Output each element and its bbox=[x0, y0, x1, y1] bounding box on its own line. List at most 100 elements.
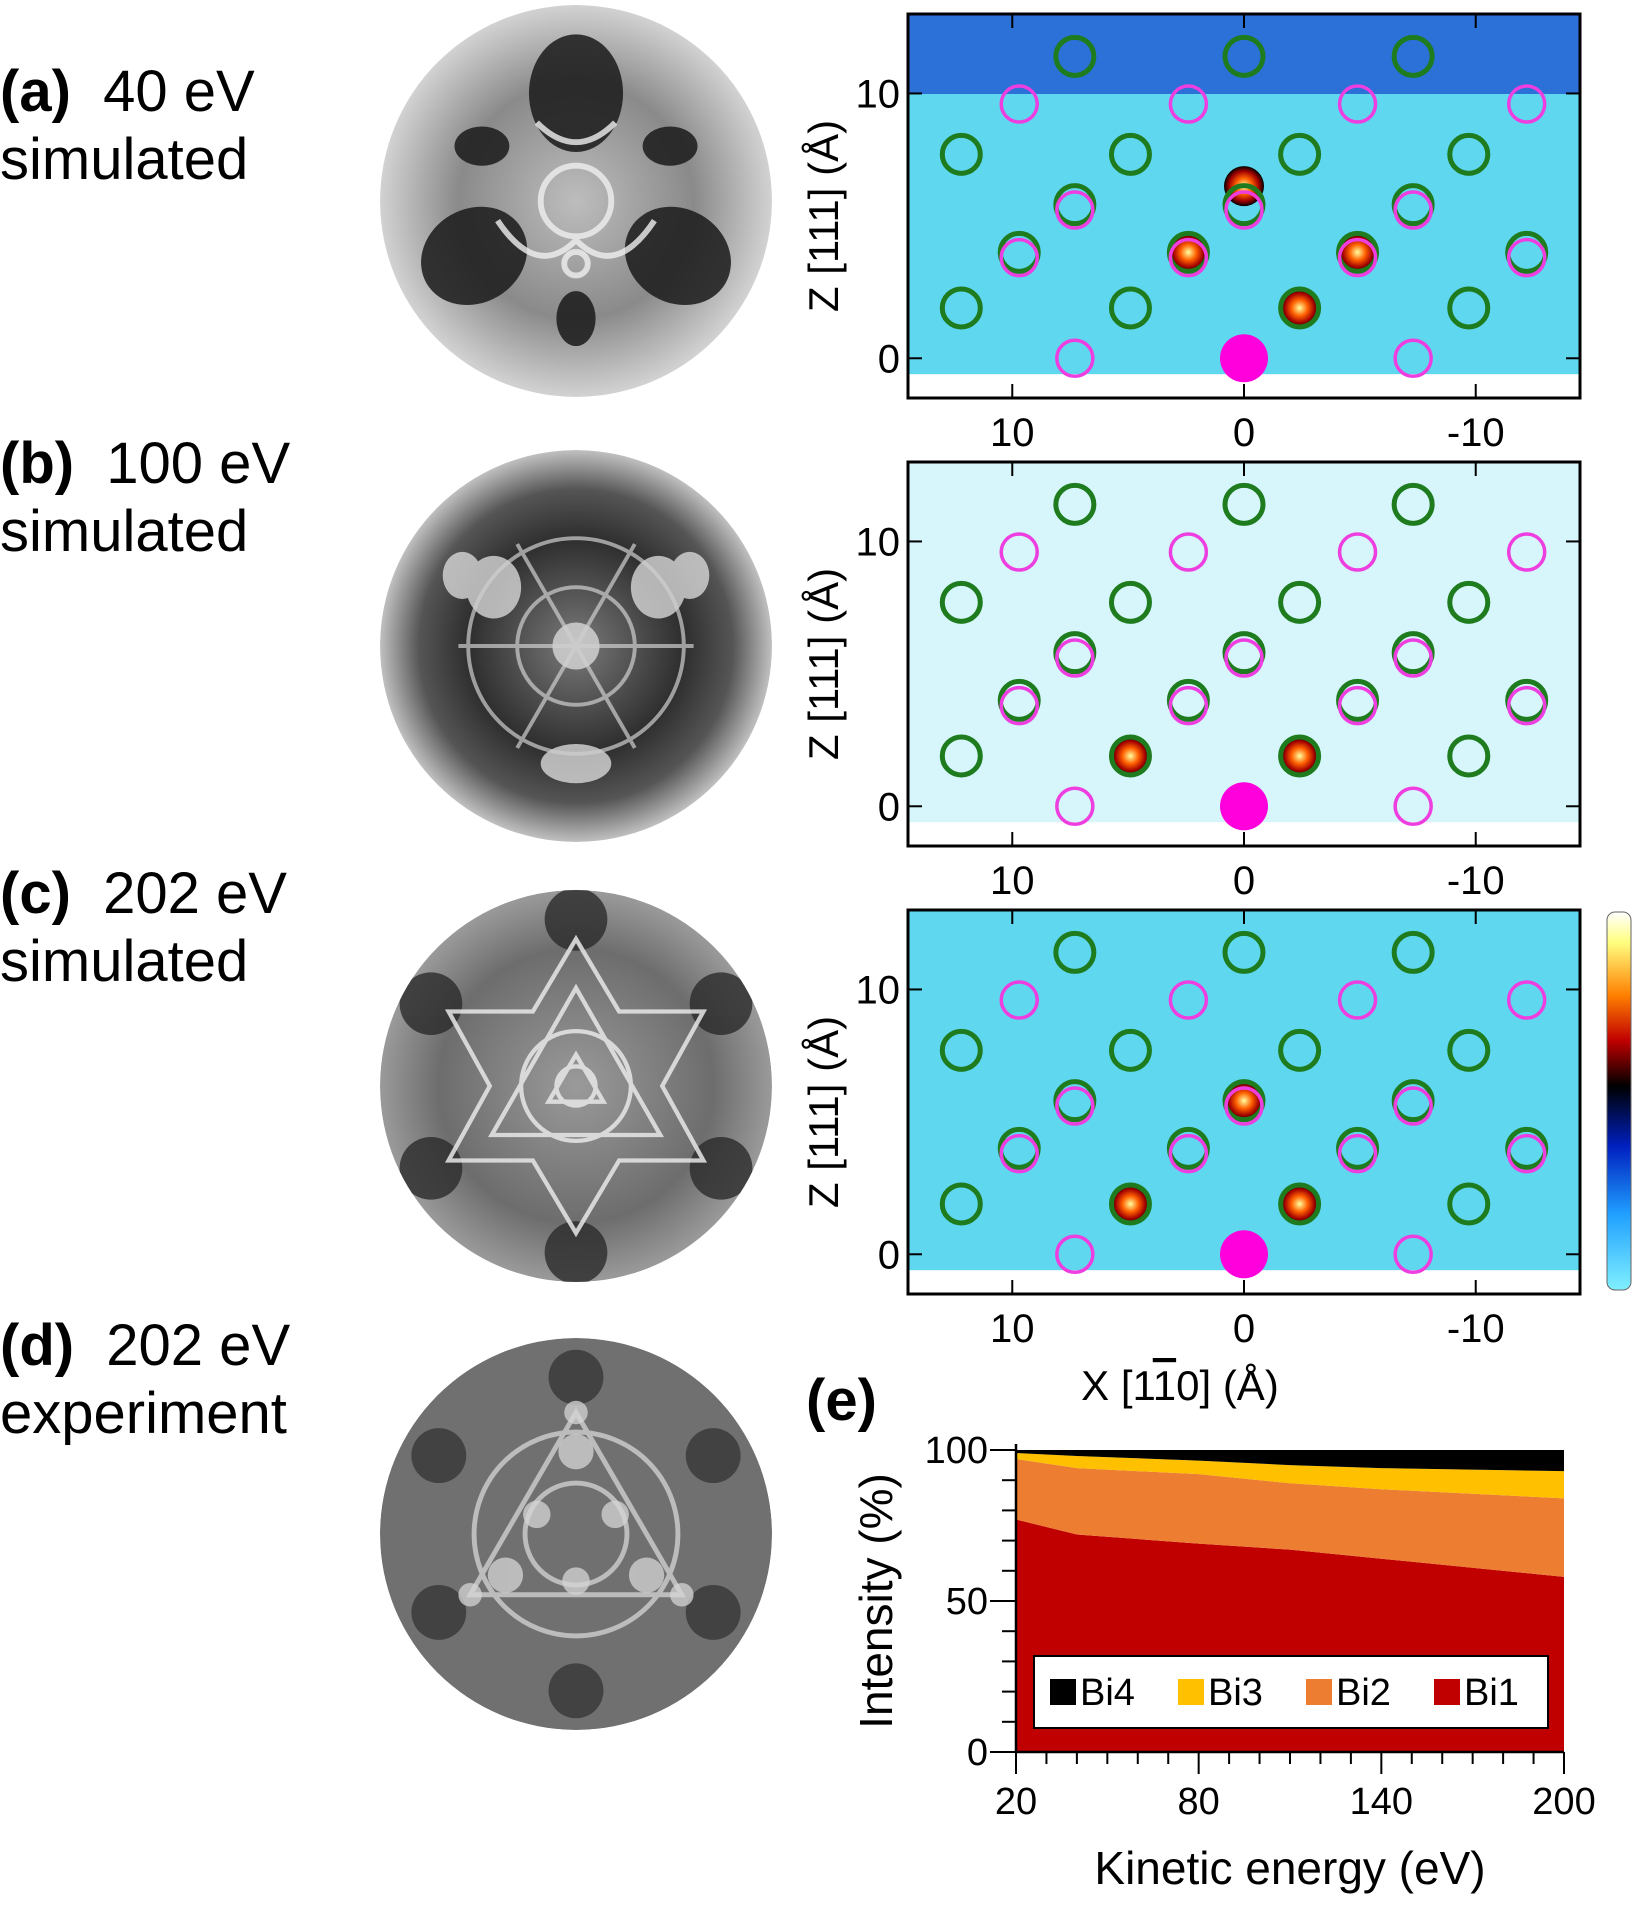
panel-kind: experiment bbox=[0, 1381, 287, 1446]
legend-swatch-bi3 bbox=[1178, 1679, 1204, 1705]
panel-kind: simulated bbox=[0, 499, 249, 564]
x-tick-label: 0 bbox=[1233, 411, 1255, 455]
y-axis-label: Z [111] (Å) bbox=[800, 120, 847, 312]
x-axis-label: Kinetic energy (eV) bbox=[1094, 1842, 1485, 1894]
panel-energy: 202 eV bbox=[106, 1313, 291, 1378]
legend-swatch-bi1 bbox=[1434, 1679, 1460, 1705]
legend-label-bi2: Bi2 bbox=[1336, 1672, 1391, 1714]
panel-energy: 100 eV bbox=[106, 431, 291, 496]
panel-tag: (d) bbox=[0, 1313, 75, 1378]
magenta-atom-marker bbox=[1337, 237, 1378, 278]
green-atom-marker bbox=[1108, 1028, 1152, 1072]
x-tick-label: 10 bbox=[990, 859, 1035, 903]
green-atom-marker bbox=[939, 1028, 983, 1072]
intensity-peak bbox=[1110, 735, 1151, 776]
colorbar bbox=[1606, 911, 1632, 1291]
panel-d-label: (d) 202 eV experiment bbox=[0, 1312, 290, 1448]
green-atom-marker bbox=[1278, 734, 1322, 778]
panel-kind: simulated bbox=[0, 929, 249, 994]
green-atom-marker bbox=[1278, 286, 1322, 330]
green-atom-marker bbox=[939, 132, 983, 176]
green-atom-marker bbox=[1391, 930, 1435, 974]
magenta-atom-marker bbox=[1393, 1234, 1433, 1275]
panel-energy: 40 eV bbox=[103, 59, 255, 124]
green-atom-marker bbox=[1108, 580, 1152, 624]
green-atom-marker bbox=[1053, 482, 1097, 526]
magenta-atom-marker bbox=[1055, 190, 1095, 230]
magenta-atom-marker bbox=[1506, 1133, 1547, 1174]
green-atom-marker bbox=[939, 734, 983, 778]
magenta-atom-marker bbox=[999, 1133, 1039, 1174]
magenta-atom-marker bbox=[999, 532, 1039, 572]
green-atom-marker bbox=[1447, 734, 1491, 778]
magenta-atom-marker bbox=[1168, 980, 1209, 1020]
magenta-atom-marker bbox=[1224, 638, 1264, 678]
green-atom-marker bbox=[1108, 286, 1152, 330]
area-bi4 bbox=[1016, 1450, 1564, 1472]
x-tick-label: -10 bbox=[1447, 411, 1505, 455]
panel-tag: (b) bbox=[0, 431, 75, 496]
x-axis-label: X [110] (Å) bbox=[1081, 1362, 1279, 1409]
green-atom-marker bbox=[1222, 34, 1266, 78]
green-atom-marker bbox=[939, 580, 983, 624]
x-tick-label: 10 bbox=[990, 411, 1035, 455]
legend-label-bi3: Bi3 bbox=[1208, 1672, 1263, 1714]
diffraction-pattern-d bbox=[380, 1338, 772, 1730]
y-tick-label: 100 bbox=[925, 1430, 988, 1472]
diffraction-pattern-b bbox=[380, 450, 772, 842]
green-atom-marker bbox=[939, 1182, 983, 1226]
emitter-marker bbox=[1220, 334, 1268, 383]
emitter-marker bbox=[1220, 782, 1268, 831]
panel-tag: (a) bbox=[0, 59, 71, 124]
green-atom-marker bbox=[1447, 1028, 1491, 1072]
magenta-atom-marker bbox=[1168, 84, 1209, 124]
y-tick-label: 50 bbox=[946, 1581, 988, 1623]
legend-label-bi1: Bi1 bbox=[1464, 1672, 1519, 1714]
magenta-atom-marker bbox=[999, 980, 1039, 1020]
green-atom-marker bbox=[1447, 286, 1491, 330]
green-atom-marker bbox=[1447, 132, 1491, 176]
x-tick-label: 20 bbox=[995, 1781, 1037, 1823]
x-tick-label: 200 bbox=[1532, 1781, 1595, 1823]
magenta-atom-marker bbox=[1506, 237, 1547, 278]
magenta-atom-marker bbox=[1337, 532, 1378, 572]
magenta-atom-marker bbox=[1055, 638, 1095, 678]
magenta-atom-marker bbox=[1055, 1086, 1095, 1126]
intensity-peak bbox=[1279, 287, 1320, 328]
panel-c-label: (c) 202 eV simulated bbox=[0, 860, 287, 996]
panel-tag-e: (e) bbox=[806, 1368, 877, 1433]
magenta-atom-marker bbox=[999, 685, 1039, 726]
green-atom-marker bbox=[939, 286, 983, 330]
green-atom-marker bbox=[1108, 1182, 1152, 1226]
magenta-atom-marker bbox=[1168, 237, 1209, 278]
x-tick-label: 140 bbox=[1350, 1781, 1413, 1823]
magenta-atom-marker bbox=[1393, 786, 1433, 827]
magenta-atom-marker bbox=[1506, 84, 1547, 124]
magenta-atom-marker bbox=[1337, 84, 1378, 124]
emitter-marker bbox=[1220, 1230, 1268, 1279]
green-atom-marker bbox=[1108, 132, 1152, 176]
y-axis-label: Intensity (%) bbox=[850, 1473, 902, 1729]
legend-swatch-bi2 bbox=[1306, 1679, 1332, 1705]
magenta-atom-marker bbox=[1168, 685, 1209, 726]
y-tick-label: 0 bbox=[878, 337, 900, 381]
legend-box bbox=[1033, 1655, 1549, 1729]
magenta-atom-marker bbox=[1337, 685, 1378, 726]
magenta-atom-marker bbox=[1224, 1086, 1264, 1126]
diffraction-pattern-a bbox=[380, 5, 772, 397]
magenta-atom-marker bbox=[1393, 190, 1433, 230]
intensity-peak bbox=[1279, 735, 1320, 776]
x-tick-label: -10 bbox=[1447, 1307, 1505, 1351]
green-atom-marker bbox=[1447, 580, 1491, 624]
magenta-atom-marker bbox=[1337, 1133, 1378, 1174]
panel-b-label: (b) 100 eV simulated bbox=[0, 430, 290, 566]
magenta-atom-marker bbox=[1168, 532, 1209, 572]
magenta-atom-marker bbox=[999, 237, 1039, 278]
x-tick-label: 80 bbox=[1178, 1781, 1220, 1823]
magenta-atom-marker bbox=[1393, 638, 1433, 678]
panel-a-label: (a) 40 eV simulated bbox=[0, 58, 255, 194]
y-tick-label: 0 bbox=[878, 1233, 900, 1277]
x-tick-label: 0 bbox=[1233, 859, 1255, 903]
